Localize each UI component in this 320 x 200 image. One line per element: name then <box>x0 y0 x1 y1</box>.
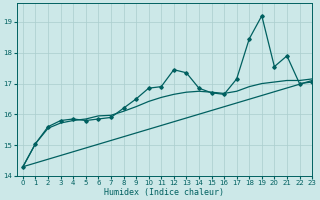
X-axis label: Humidex (Indice chaleur): Humidex (Indice chaleur) <box>104 188 224 197</box>
